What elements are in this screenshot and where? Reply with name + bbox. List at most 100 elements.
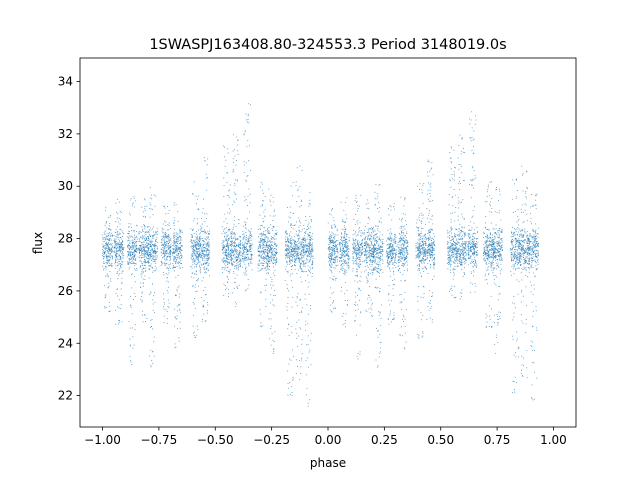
data-point	[454, 244, 456, 246]
data-point	[128, 254, 129, 255]
data-point	[150, 204, 152, 206]
data-point	[392, 248, 394, 250]
data-point	[452, 250, 454, 252]
data-point	[354, 233, 356, 235]
data-point	[240, 258, 241, 260]
data-point	[371, 229, 373, 231]
data-point	[418, 337, 420, 339]
data-point	[126, 236, 128, 238]
data-point	[146, 205, 148, 207]
data-point	[149, 187, 151, 188]
data-point	[422, 260, 424, 262]
data-point	[166, 243, 168, 245]
data-point	[403, 240, 405, 242]
data-point	[139, 252, 140, 253]
data-point	[344, 237, 346, 239]
data-point	[377, 248, 379, 250]
data-point	[132, 262, 134, 264]
data-point	[130, 258, 132, 260]
data-point	[423, 245, 424, 247]
data-point	[447, 242, 449, 243]
data-point	[330, 263, 332, 265]
data-point	[458, 256, 460, 258]
data-point	[155, 253, 156, 255]
data-point	[367, 261, 368, 263]
data-point	[173, 251, 175, 253]
data-point	[388, 293, 389, 295]
data-point	[356, 262, 358, 264]
data-point	[134, 254, 136, 256]
data-point	[364, 225, 366, 227]
data-point	[355, 275, 357, 277]
data-point	[197, 239, 199, 241]
data-point	[363, 248, 365, 249]
data-point	[209, 257, 210, 259]
data-point	[367, 279, 369, 281]
data-point	[332, 254, 333, 256]
data-point	[449, 256, 451, 258]
data-point	[132, 242, 134, 244]
data-point	[378, 265, 380, 267]
data-point	[115, 253, 116, 255]
data-point	[228, 252, 230, 254]
data-point	[163, 242, 165, 244]
data-point	[404, 291, 406, 293]
data-point	[365, 276, 367, 278]
data-point	[146, 245, 147, 247]
data-point	[328, 261, 330, 263]
data-point	[136, 231, 137, 232]
data-point	[391, 263, 393, 265]
data-point	[374, 245, 376, 246]
data-point	[422, 314, 424, 316]
data-point	[389, 270, 391, 272]
data-point	[427, 249, 429, 251]
data-point	[357, 256, 359, 258]
data-point	[419, 188, 420, 190]
data-point	[190, 257, 192, 259]
data-point	[374, 191, 376, 193]
data-point	[364, 245, 366, 247]
data-point	[399, 234, 401, 236]
data-point	[237, 269, 239, 271]
data-point	[146, 245, 148, 247]
data-point	[388, 247, 389, 249]
data-point	[175, 232, 177, 234]
data-point	[179, 242, 181, 244]
data-point	[229, 250, 231, 252]
data-point	[422, 253, 424, 255]
data-point	[164, 259, 166, 261]
data-point	[138, 231, 140, 233]
data-point	[425, 237, 427, 239]
data-point	[109, 238, 110, 240]
data-point	[380, 252, 382, 254]
data-point	[418, 219, 420, 221]
data-point	[343, 225, 345, 226]
data-point	[355, 296, 357, 298]
data-point	[331, 278, 333, 280]
data-point	[360, 232, 362, 234]
data-point	[196, 256, 198, 258]
data-point	[401, 252, 403, 254]
data-point	[447, 248, 448, 250]
data-point	[374, 258, 376, 260]
data-point	[390, 250, 392, 252]
data-point	[344, 239, 346, 241]
data-point	[422, 244, 423, 246]
data-point	[134, 234, 135, 236]
data-point	[367, 274, 369, 276]
data-point	[332, 240, 334, 241]
data-point	[331, 258, 332, 260]
data-point	[181, 257, 183, 259]
data-point	[405, 341, 407, 343]
data-point	[434, 245, 436, 247]
data-point	[451, 248, 453, 249]
data-point	[192, 193, 194, 195]
data-point	[175, 262, 177, 264]
data-point	[347, 304, 348, 306]
data-point	[394, 234, 396, 236]
data-point	[451, 254, 453, 255]
data-point	[175, 346, 177, 348]
data-point	[450, 161, 452, 163]
data-point	[331, 242, 333, 244]
data-point	[148, 268, 150, 270]
